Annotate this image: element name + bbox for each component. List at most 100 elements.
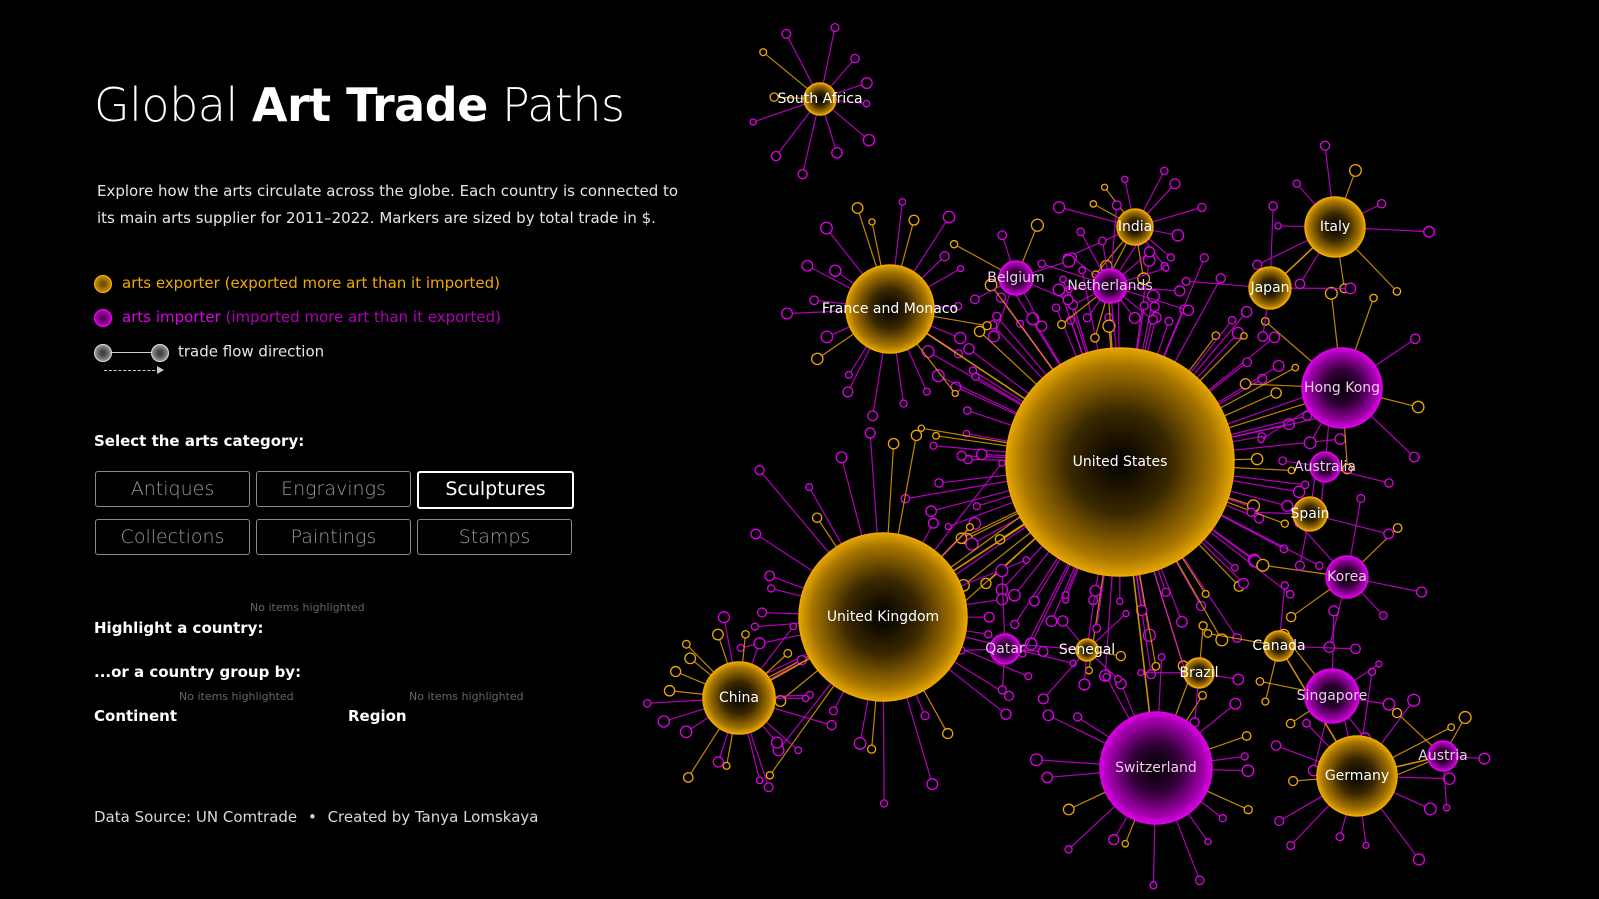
small-country-marker[interactable] [931,369,945,383]
category-button-engravings[interactable]: Engravings [256,471,411,507]
small-country-marker[interactable] [1057,615,1069,627]
small-country-marker[interactable] [1146,669,1157,680]
small-country-marker[interactable] [809,295,820,306]
small-country-marker[interactable] [898,198,907,206]
country-marker[interactable] [1325,555,1369,599]
small-country-marker[interactable] [1227,315,1237,325]
small-country-marker[interactable] [1303,436,1317,450]
country-node-switzerland[interactable]: Switzerland [1099,711,1213,825]
small-country-marker[interactable] [1270,387,1282,399]
small-country-marker[interactable] [1030,218,1045,232]
small-country-marker[interactable] [1384,478,1394,488]
small-country-marker[interactable] [1274,222,1282,230]
country-marker[interactable] [702,661,776,735]
small-country-marker[interactable] [1392,286,1402,296]
small-country-marker[interactable] [1292,179,1302,188]
small-country-marker[interactable] [826,719,837,731]
small-country-marker[interactable] [1292,485,1306,499]
small-country-marker[interactable] [862,133,876,147]
small-country-marker[interactable] [1197,202,1207,213]
country-marker[interactable] [1301,347,1383,429]
small-country-marker[interactable] [995,563,1009,578]
small-country-marker[interactable] [1029,753,1043,767]
small-country-marker[interactable] [1369,293,1378,303]
small-country-marker[interactable] [1376,199,1387,209]
small-country-marker[interactable] [1164,316,1174,326]
small-country-marker[interactable] [1100,183,1109,191]
small-country-marker[interactable] [954,331,967,345]
small-country-marker[interactable] [1252,259,1263,271]
small-country-marker[interactable] [754,465,765,476]
small-country-marker[interactable] [1062,254,1076,268]
small-country-marker[interactable] [1037,646,1049,657]
small-country-marker[interactable] [934,478,944,488]
small-country-marker[interactable] [1062,294,1074,306]
small-country-marker[interactable] [1324,286,1338,300]
country-marker[interactable] [1304,196,1366,258]
small-country-marker[interactable] [1089,584,1102,597]
small-country-marker[interactable] [1037,693,1049,705]
country-node-france-and-monaco[interactable]: France and Monaco [822,264,958,354]
country-node-belgium[interactable]: Belgium [987,260,1045,296]
small-country-marker[interactable] [1250,452,1264,466]
small-country-marker[interactable] [684,652,697,665]
small-country-marker[interactable] [1323,641,1336,654]
small-country-marker[interactable] [1057,319,1067,330]
small-country-marker[interactable] [1024,672,1033,681]
small-country-marker[interactable] [1116,597,1124,606]
small-country-marker[interactable] [781,28,792,39]
small-country-marker[interactable] [783,648,793,658]
country-select-hint[interactable]: No items highlighted [250,601,365,614]
small-country-marker[interactable] [1378,611,1388,620]
small-country-marker[interactable] [1078,678,1091,691]
category-button-sculptures[interactable]: Sculptures [417,471,574,509]
small-country-marker[interactable] [801,694,810,703]
small-country-marker[interactable] [926,778,939,791]
small-country-marker[interactable] [801,259,814,272]
small-country-marker[interactable] [829,264,842,277]
small-country-marker[interactable] [1143,246,1156,258]
small-country-marker[interactable] [1171,229,1185,242]
small-country-marker[interactable] [1411,400,1425,414]
small-country-marker[interactable] [1084,666,1094,675]
small-country-marker[interactable] [1478,752,1491,765]
country-node-japan[interactable]: Japan [1248,266,1292,310]
small-country-marker[interactable] [717,611,731,624]
small-country-marker[interactable] [789,622,798,631]
small-country-marker[interactable] [1280,519,1290,528]
small-country-marker[interactable] [1169,178,1181,190]
small-country-marker[interactable] [951,389,959,398]
small-country-marker[interactable] [1215,273,1226,284]
small-country-marker[interactable] [1160,166,1169,176]
country-marker[interactable] [798,532,968,702]
small-country-marker[interactable] [1255,677,1265,686]
small-country-marker[interactable] [1036,320,1048,332]
small-country-marker[interactable] [963,343,975,355]
small-country-marker[interactable] [1237,577,1250,589]
small-country-marker[interactable] [1230,563,1239,572]
small-country-marker[interactable] [770,150,782,162]
country-node-united-kingdom[interactable]: United Kingdom [798,532,968,702]
small-country-marker[interactable] [1051,303,1061,313]
small-country-marker[interactable] [1102,319,1116,333]
small-country-marker[interactable] [955,532,968,545]
small-country-marker[interactable] [1240,332,1248,340]
small-country-marker[interactable] [1407,693,1421,707]
small-country-marker[interactable] [944,522,952,531]
country-node-brazil[interactable]: Brazil [1179,657,1219,689]
small-country-marker[interactable] [682,772,694,783]
small-country-marker[interactable] [1151,661,1161,671]
small-country-marker[interactable] [1314,561,1324,571]
country-marker[interactable] [1263,630,1295,662]
small-country-marker[interactable] [712,756,725,768]
small-country-marker[interactable] [819,221,833,235]
small-country-marker[interactable] [797,168,808,180]
small-country-marker[interactable] [860,77,873,90]
small-country-marker[interactable] [1294,560,1306,571]
small-country-marker[interactable] [851,202,864,215]
small-country-marker[interactable] [962,406,972,415]
small-country-marker[interactable] [769,92,779,102]
small-country-marker[interactable] [1285,611,1297,623]
small-country-marker[interactable] [670,665,682,678]
